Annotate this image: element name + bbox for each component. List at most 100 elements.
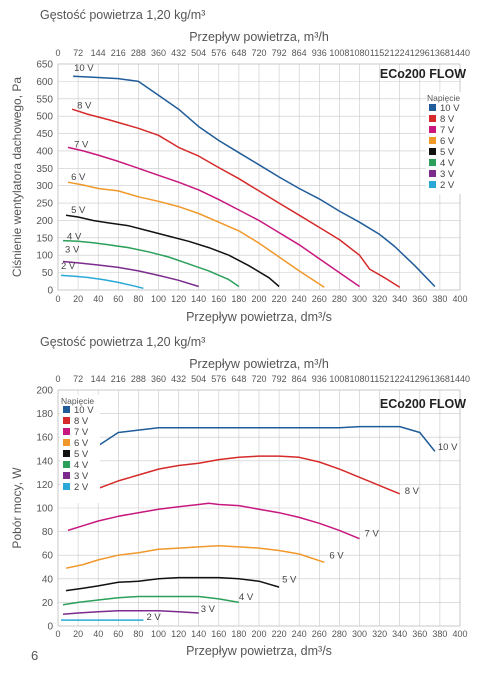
x2-tick-label: 864 [292,48,307,58]
x-tick-label: 360 [412,629,427,639]
legend-label: 2 V [74,482,89,493]
x-tick-label: 180 [231,629,246,639]
x2-tick-label: 1080 [349,48,369,58]
series-label-7V: 7 V [365,528,380,539]
series-line-4V [62,239,240,288]
x-tick-label: 280 [332,294,347,304]
y-axis-label: Ciśnienie wentylatora dachowego, Pa [10,77,24,277]
legend-title: Napięcie [427,93,460,103]
series-label-4V: 4 V [239,592,254,603]
x-axis-label: Przepływ powietrza, dm³/s [186,310,332,324]
legend-label: 4 V [440,158,455,169]
y-tick-label: 120 [36,480,53,491]
series-label-4V: 4 V [67,232,82,243]
series-line-8V [71,108,401,288]
x-tick-label: 100 [151,294,166,304]
x2-tick-label: 288 [131,374,146,384]
series-label-2V: 2 V [146,612,161,623]
x2-tick-label: 216 [111,48,126,58]
series-label-3V: 3 V [65,244,80,255]
y-tick-label: 60 [42,551,54,562]
legend-swatch [429,170,436,177]
legend-swatch [63,406,70,413]
x2-tick-label: 432 [171,48,186,58]
series-line-7V [67,146,360,288]
x-tick-label: 100 [151,629,166,639]
grid [57,63,461,291]
x2-tick-label: 1008 [329,48,349,58]
y-tick-label: 0 [47,622,53,633]
y-tick-label: 450 [36,129,53,140]
legend-swatch [429,159,436,166]
x-tick-label: 20 [73,294,83,304]
x2-tick-label: 1224 [390,48,410,58]
series-label-10V: 10 V [438,442,458,453]
legend-swatch [63,472,70,479]
legend-label: 8 V [74,416,89,427]
x2-tick-label: 720 [251,374,266,384]
y-tick-label: 500 [36,112,53,123]
series-line-3V [62,609,199,615]
x2-tick-label: 720 [251,48,266,58]
x2-tick-label: 504 [191,48,206,58]
y-tick-label: 50 [42,268,54,279]
x2-tick-label: 1368 [430,48,450,58]
y-tick-label: 100 [36,504,53,515]
series-line-10V [72,425,436,470]
grid [57,389,461,627]
chart-title: ECo200 FLOW [380,67,466,81]
legend-swatch [429,148,436,155]
y-tick-label: 80 [42,527,54,538]
legend-label: 10 V [440,103,460,114]
density-label: Gęstość powietrza 1,20 kg/m³ [40,335,205,349]
x2-tick-label: 1008 [329,374,349,384]
x-tick-label: 160 [211,629,226,639]
x2-tick-label: 216 [111,374,126,384]
x-tick-label: 140 [191,294,206,304]
x-tick-label: 400 [452,294,467,304]
legend-label: 7 V [74,427,89,438]
y-tick-label: 350 [36,164,53,175]
y-tick-label: 150 [36,233,53,244]
legend-label: 5 V [74,449,89,460]
legend-label: 6 V [74,438,89,449]
legend-swatch [63,483,70,490]
legend-label: 5 V [440,147,455,158]
series-line-5V [65,214,280,288]
legend-swatch [63,461,70,468]
x2-tick-label: 0 [55,48,60,58]
legend-swatch [429,137,436,144]
x-tick-label: 120 [171,629,186,639]
x-tick-label: 280 [332,629,347,639]
x-tick-label: 340 [392,294,407,304]
x-tick-label: 220 [272,629,287,639]
y-tick-label: 550 [36,94,53,105]
x2-tick-label: 432 [171,374,186,384]
x2-axis-label: Przepływ powietrza, m³/h [189,30,329,44]
series-line-10V [73,75,436,288]
x2-tick-label: 1080 [349,374,369,384]
x2-tick-label: 1224 [390,374,410,384]
x-tick-label: 200 [251,629,266,639]
x2-tick-label: 1440 [450,374,470,384]
legend-swatch [429,126,436,133]
y-tick-label: 250 [36,199,53,210]
x2-tick-label: 0 [55,374,60,384]
x2-tick-label: 144 [91,48,106,58]
x-tick-label: 260 [312,294,327,304]
legend-label: 3 V [74,471,89,482]
series-label-7V: 7 V [74,139,89,150]
series-label-6V: 6 V [329,551,344,562]
x2-tick-label: 288 [131,48,146,58]
x-tick-label: 400 [452,629,467,639]
x-tick-label: 260 [312,629,327,639]
y-tick-label: 100 [36,251,53,262]
x2-tick-label: 864 [292,374,307,384]
x2-tick-label: 648 [231,48,246,58]
y-tick-label: 600 [36,77,53,88]
legend-title: Napięcie [61,396,94,406]
